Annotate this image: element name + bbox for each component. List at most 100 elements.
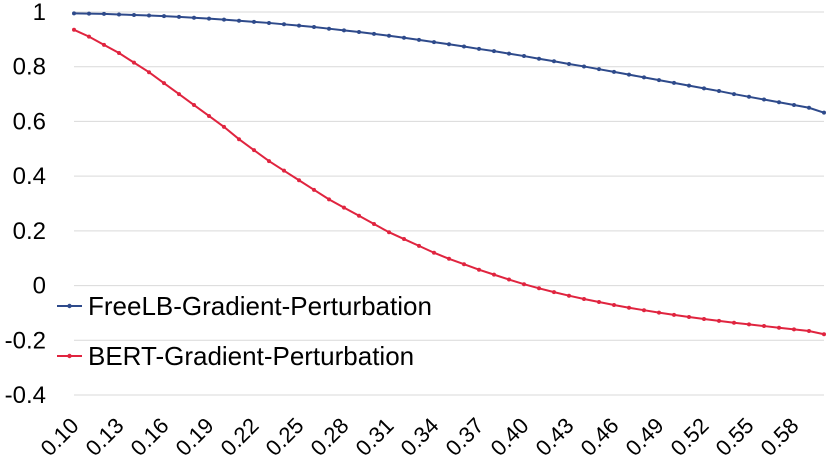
- data-point: [582, 296, 586, 301]
- data-point: [507, 51, 511, 56]
- data-point: [417, 37, 421, 42]
- data-point: [537, 56, 541, 61]
- data-point: [87, 11, 91, 16]
- data-point: [402, 35, 406, 40]
- data-point: [102, 42, 106, 47]
- data-point: [297, 23, 301, 28]
- data-point: [807, 105, 811, 110]
- series-bert: [72, 27, 826, 337]
- data-point: [372, 222, 376, 227]
- data-point: [222, 17, 226, 22]
- data-point: [522, 54, 526, 59]
- data-point: [132, 60, 136, 65]
- data-point: [507, 277, 511, 282]
- data-point: [237, 18, 241, 23]
- y-tick-label: -0.2: [5, 327, 46, 354]
- data-point: [222, 124, 226, 129]
- data-point: [477, 267, 481, 272]
- data-point: [642, 308, 646, 313]
- data-point: [612, 69, 616, 74]
- data-point: [387, 230, 391, 235]
- data-point: [762, 97, 766, 102]
- data-point: [537, 286, 541, 291]
- x-tick-label: 0.49: [621, 413, 669, 456]
- data-point: [567, 61, 571, 66]
- data-point: [312, 187, 316, 192]
- x-tick-label: 0.16: [126, 413, 174, 456]
- data-point: [567, 293, 571, 298]
- legend-entry-freelb: FreeLB-Gradient-Perturbation: [57, 291, 432, 321]
- legend-marker-bert: [67, 353, 72, 359]
- data-point: [132, 13, 136, 18]
- data-point: [687, 315, 691, 320]
- x-tick-label: 0.10: [36, 413, 84, 456]
- y-tick-label: 0: [33, 273, 46, 300]
- data-point: [447, 42, 451, 47]
- x-tick-label: 0.25: [261, 413, 309, 456]
- grid: [74, 11, 824, 396]
- data-point: [522, 282, 526, 287]
- x-tick-label: 0.22: [216, 413, 264, 456]
- data-point: [162, 14, 166, 19]
- data-point: [822, 110, 826, 115]
- y-tick-label: 0.6: [13, 108, 46, 135]
- data-point: [492, 272, 496, 277]
- data-point: [312, 25, 316, 30]
- data-point: [732, 320, 736, 325]
- series-freelb: [72, 11, 826, 115]
- data-point: [657, 78, 661, 83]
- x-tick-label: 0.37: [441, 413, 489, 456]
- data-point: [432, 250, 436, 255]
- x-tick-label: 0.43: [531, 413, 579, 456]
- data-point: [297, 178, 301, 183]
- x-axis-ticks: 0.100.130.160.190.220.250.280.310.340.37…: [36, 413, 804, 456]
- y-tick-label: 0.8: [13, 54, 46, 81]
- y-axis-ticks: 1 0.8 0.6 0.4 0.2 0 -0.2 -0.4: [5, 0, 46, 409]
- y-tick-label: 0.2: [13, 218, 46, 245]
- data-point: [417, 243, 421, 248]
- data-point: [762, 324, 766, 329]
- x-tick-label: 0.28: [306, 413, 354, 456]
- data-point: [252, 148, 256, 153]
- data-point: [117, 12, 121, 17]
- x-tick-label: 0.13: [81, 413, 129, 456]
- y-tick-label: 1: [33, 0, 46, 26]
- data-point: [282, 168, 286, 173]
- data-point: [357, 29, 361, 34]
- x-tick-label: 0.55: [711, 413, 759, 456]
- data-point: [732, 92, 736, 97]
- data-point: [777, 100, 781, 105]
- data-point: [702, 86, 706, 91]
- data-point: [687, 83, 691, 88]
- data-point: [402, 237, 406, 242]
- legend-marker-freelb: [67, 303, 72, 309]
- data-point: [552, 290, 556, 295]
- data-point: [207, 113, 211, 118]
- data-point: [627, 72, 631, 77]
- data-point: [597, 67, 601, 72]
- data-point: [72, 11, 76, 16]
- data-point: [627, 305, 631, 310]
- legend-label-freelb: FreeLB-Gradient-Perturbation: [88, 291, 432, 321]
- data-point: [252, 19, 256, 24]
- data-point: [147, 13, 151, 18]
- data-point: [717, 89, 721, 94]
- data-point: [597, 299, 601, 304]
- x-tick-label: 0.31: [351, 413, 399, 456]
- data-point: [747, 94, 751, 99]
- series-line: [73, 28, 825, 336]
- data-point: [612, 303, 616, 307]
- x-tick-label: 0.19: [171, 413, 219, 456]
- data-point: [372, 31, 376, 36]
- data-point: [72, 27, 76, 32]
- x-tick-label: 0.40: [486, 413, 534, 456]
- data-point: [192, 15, 196, 20]
- x-tick-label: 0.34: [396, 413, 444, 456]
- x-tick-label: 0.52: [666, 413, 714, 456]
- data-point: [807, 328, 811, 333]
- data-point: [267, 159, 271, 164]
- legend: FreeLB-Gradient-Perturbation BERT-Gradie…: [57, 291, 432, 371]
- data-point: [717, 318, 721, 323]
- data-point: [237, 137, 241, 142]
